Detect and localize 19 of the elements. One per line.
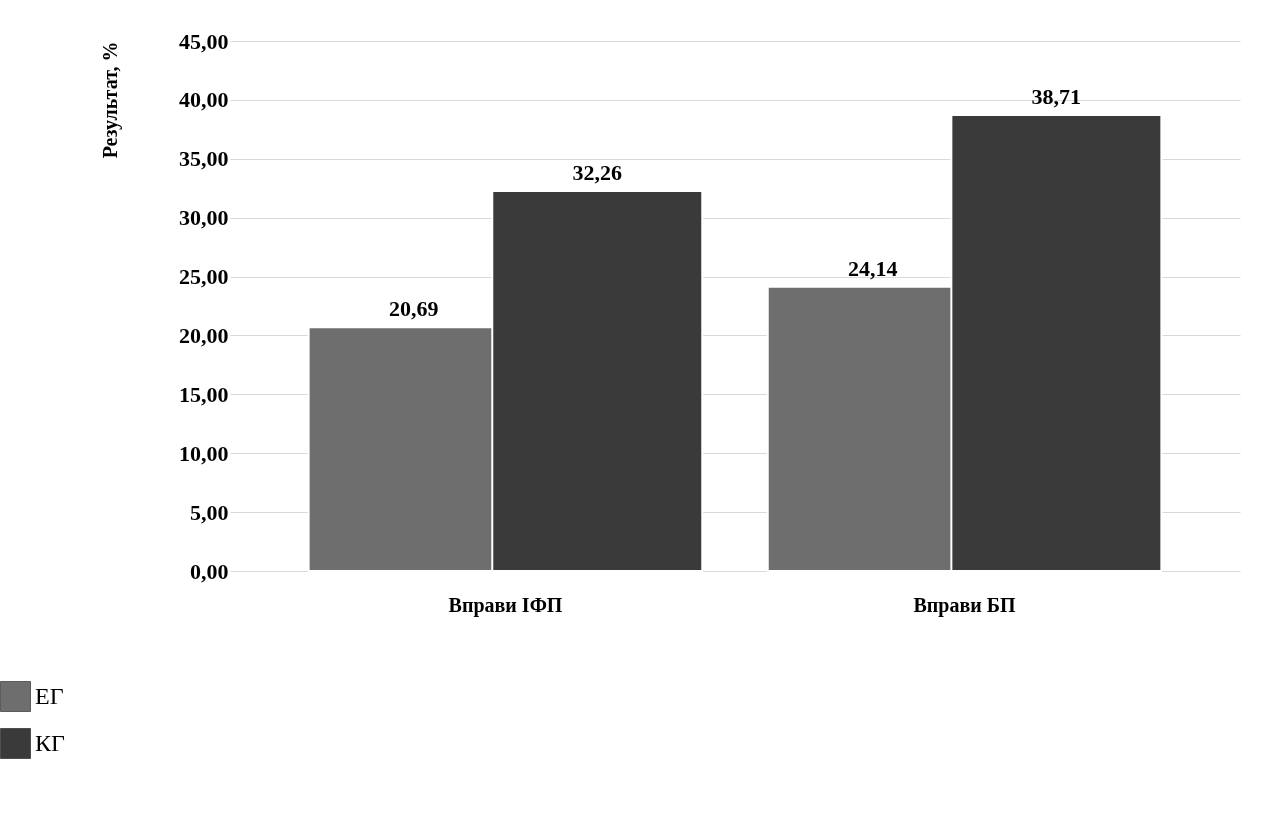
- y-tick-label: 40,00: [179, 87, 229, 113]
- data-label: 38,71: [1031, 84, 1082, 110]
- data-label: 24,14: [847, 255, 898, 281]
- y-tick-label: 20,00: [179, 322, 229, 348]
- x-tick-label: Вправи БП: [913, 594, 1017, 617]
- y-tick-label: 15,00: [179, 381, 229, 407]
- y-axis-title: Результат, %: [98, 41, 122, 159]
- x-tick-label: Вправи ІФП: [448, 594, 563, 617]
- y-tick-label: 35,00: [179, 146, 229, 172]
- y-tick-label: 25,00: [179, 264, 229, 290]
- y-tick-label: 30,00: [179, 205, 229, 231]
- data-label: 32,26: [572, 160, 623, 186]
- y-tick-label: 45,00: [179, 28, 229, 54]
- legend-label: ЕГ: [35, 682, 64, 709]
- y-tick-label: 0,00: [190, 558, 229, 584]
- data-label: 20,69: [388, 296, 439, 322]
- y-tick-label: 10,00: [179, 440, 229, 466]
- y-tick-label: 5,00: [190, 499, 229, 525]
- legend-label: КГ: [35, 729, 66, 756]
